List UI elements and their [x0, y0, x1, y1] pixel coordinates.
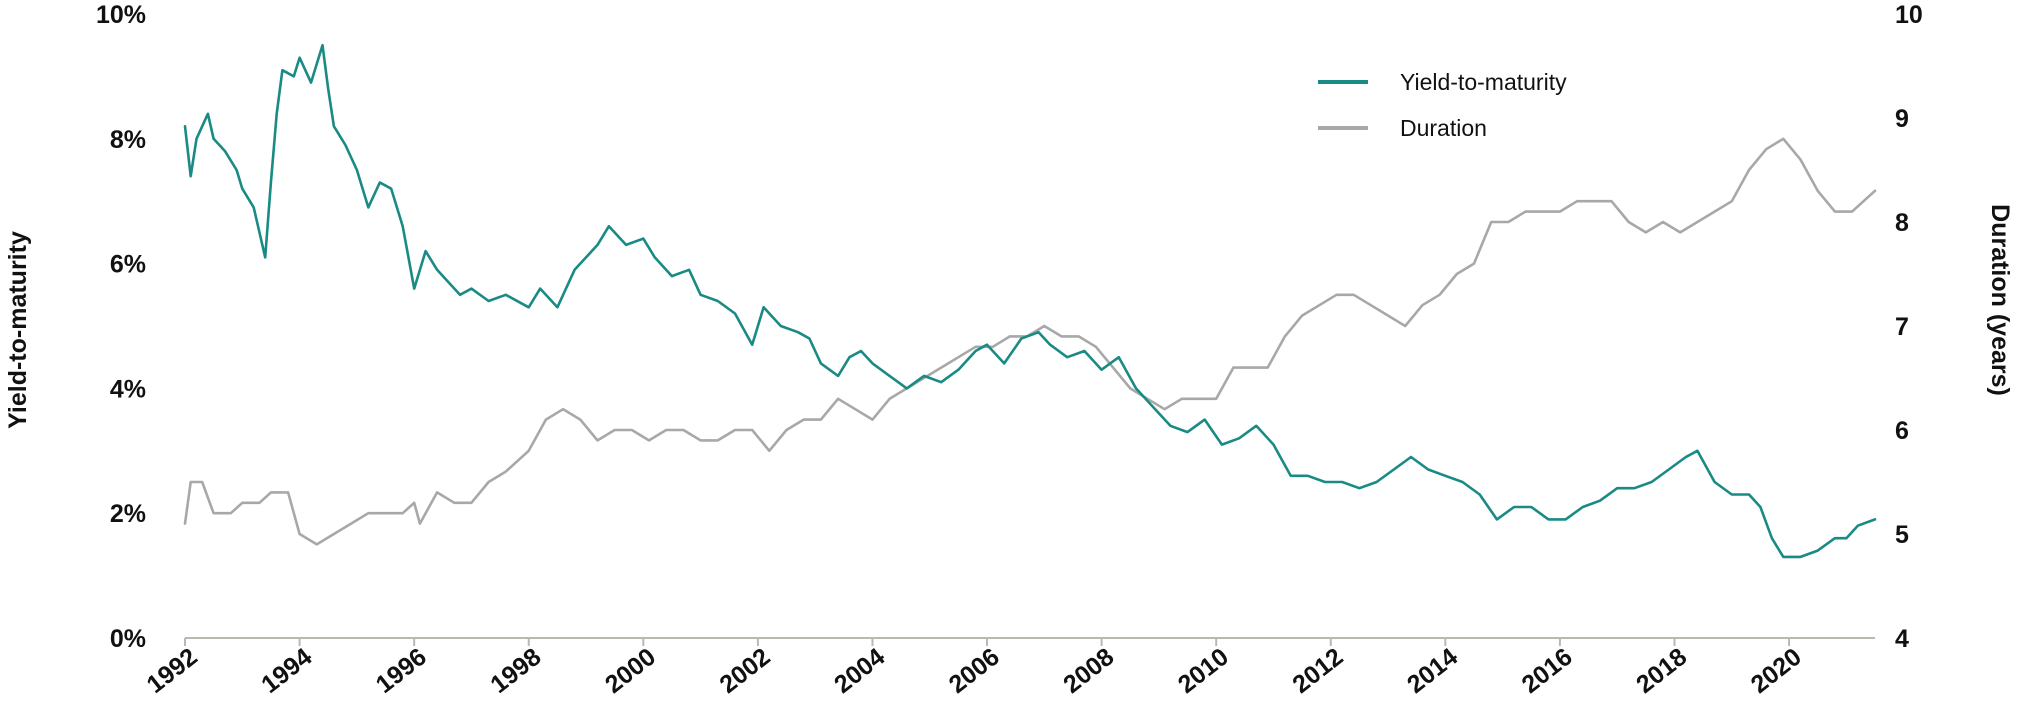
y2-tick-label: 4	[1895, 625, 1909, 653]
x-tick-label: 2002	[715, 643, 776, 699]
legend: Yield-to-maturity Duration	[1318, 69, 1567, 141]
y-axis-title: Yield-to-maturity	[4, 231, 32, 429]
x-tick-label: 2018	[1631, 643, 1692, 699]
x-axis-ticks: 1992 1994 1996 1998 2000 2002 2004 2006 2008 2010…	[142, 638, 1807, 699]
series-layer	[183, 43, 1877, 559]
x-tick-label: 2008	[1058, 643, 1119, 699]
x-tick-label: 2010	[1173, 643, 1234, 699]
legend-label-yield: Yield-to-maturity	[1400, 69, 1567, 95]
y2-axis-title: Duration (years)	[1986, 204, 2014, 396]
series-line-duration	[183, 137, 1877, 546]
x-tick-label: 2016	[1517, 643, 1578, 699]
series-line-yield	[183, 43, 1877, 559]
y-tick-label: 8%	[110, 126, 146, 154]
x-tick-label: 1998	[485, 643, 546, 699]
y2-tick-label: 5	[1895, 521, 1909, 549]
x-tick-label: 2014	[1402, 643, 1463, 699]
y-tick-label: 4%	[110, 375, 146, 403]
x-tick-label: 1994	[256, 643, 317, 699]
y2-tick-label: 8	[1895, 209, 1909, 237]
y2-tick-label: 9	[1895, 105, 1909, 133]
y-tick-label: 6%	[110, 251, 146, 279]
y-tick-label: 10%	[96, 1, 146, 29]
y-tick-label: 0%	[110, 625, 146, 653]
y2-tick-label: 6	[1895, 417, 1909, 445]
left-axis-ticks: 0% 2% 4% 6% 8% 10%	[96, 1, 146, 653]
y2-tick-label: 10	[1895, 1, 1923, 29]
legend-label-duration: Duration	[1400, 115, 1487, 141]
x-tick-label: 2020	[1746, 643, 1807, 699]
x-tick-label: 1992	[142, 643, 203, 699]
right-axis-ticks: 4 5 6 7 8 9 10	[1895, 1, 1923, 653]
x-tick-label: 2004	[829, 643, 890, 699]
x-tick-label: 2006	[944, 643, 1005, 699]
y-tick-label: 2%	[110, 500, 146, 528]
x-tick-label: 2012	[1287, 643, 1348, 699]
x-tick-label: 2000	[600, 643, 661, 699]
y2-tick-label: 7	[1895, 313, 1909, 341]
x-tick-label: 1996	[371, 643, 432, 699]
